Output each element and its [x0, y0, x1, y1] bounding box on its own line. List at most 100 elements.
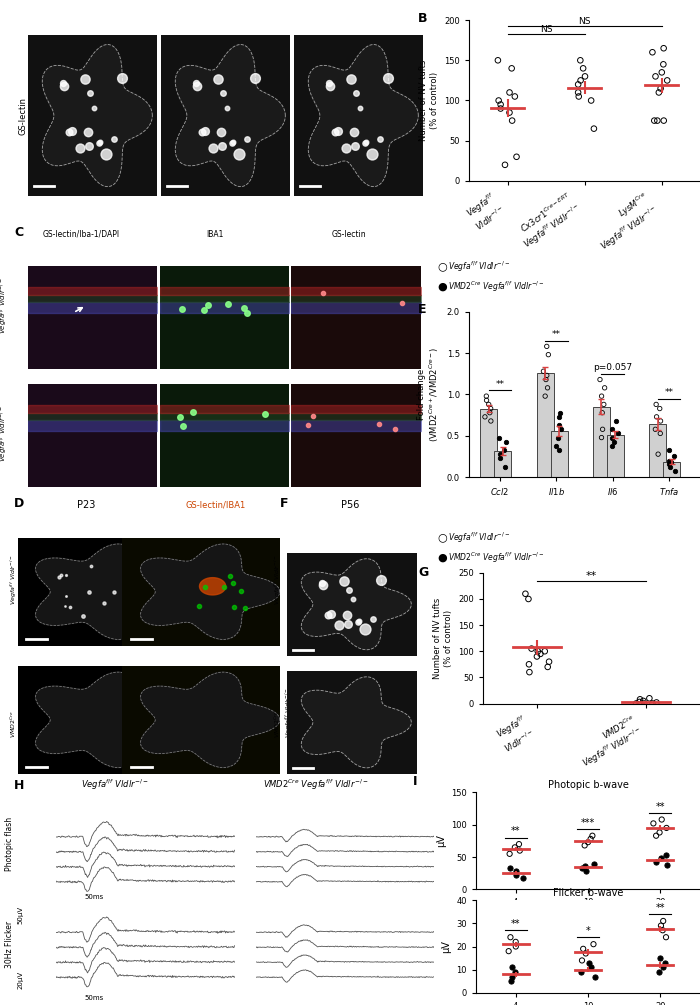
Point	[655, 918, 666, 934]
Point	[581, 863, 592, 879]
Point	[594, 372, 606, 388]
Polygon shape	[36, 672, 175, 768]
Point	[656, 811, 667, 827]
Point	[532, 643, 543, 659]
Point	[535, 646, 546, 662]
Point	[504, 84, 515, 100]
Point	[505, 930, 516, 946]
Point	[542, 347, 554, 363]
Bar	[480, 409, 497, 477]
Point	[669, 462, 680, 478]
Polygon shape	[301, 559, 412, 650]
Point	[483, 396, 494, 412]
Point	[540, 372, 552, 388]
Point	[575, 964, 587, 980]
Text: 50ms: 50ms	[84, 995, 104, 1001]
Point	[485, 413, 496, 429]
Point	[506, 60, 517, 76]
Point	[644, 690, 655, 707]
Text: H: H	[14, 779, 24, 792]
Point	[652, 446, 664, 462]
Y-axis label: Number of NV tufts
(% of control): Number of NV tufts (% of control)	[433, 598, 453, 678]
Text: **: **	[511, 919, 521, 929]
Point	[655, 850, 666, 866]
Text: G: G	[418, 566, 428, 579]
Point	[588, 855, 599, 871]
Text: **: **	[496, 380, 505, 389]
Point	[657, 960, 668, 976]
Title: Flicker b-wave: Flicker b-wave	[553, 887, 623, 897]
Text: 50ms: 50ms	[84, 894, 104, 900]
Point	[510, 939, 522, 955]
Point	[520, 586, 531, 602]
Text: IBA1: IBA1	[206, 229, 224, 238]
Point	[663, 452, 674, 468]
Point	[531, 648, 542, 664]
Point	[660, 930, 671, 946]
Text: $LysM^{Cre}$
$Vegfa^{f/f}$ $Vldlr^{-/-}$: $LysM^{Cre}$ $Vegfa^{f/f}$ $Vldlr^{-/-}$	[318, 0, 380, 3]
Point	[493, 92, 504, 109]
Polygon shape	[308, 44, 419, 187]
Point	[576, 953, 587, 969]
Text: $Vegfa^{f/f}$ $Vldlr^{-/-}$: $Vegfa^{f/f}$ $Vldlr^{-/-}$	[448, 259, 510, 273]
Text: ○: ○	[438, 533, 447, 543]
Text: **: **	[586, 571, 597, 581]
Point	[510, 934, 522, 950]
Text: $Vegfa^{f/f}$ $Vldlr^{-/-}$: $Vegfa^{f/f}$ $Vldlr^{-/-}$	[0, 276, 10, 334]
Point	[495, 96, 506, 113]
Text: 50μV: 50μV	[18, 906, 24, 924]
Point	[510, 863, 522, 879]
Text: Photopic flash: Photopic flash	[5, 817, 14, 871]
Bar	[607, 435, 624, 477]
Text: $VMD2^{Cre}$ $Vegfa^{f/f}$ $Vldlr^{-/-}$: $VMD2^{Cre}$ $Vegfa^{f/f}$ $Vldlr^{-/-}$	[263, 778, 369, 792]
Point	[524, 664, 535, 680]
Point	[481, 388, 492, 404]
Text: P23: P23	[77, 499, 96, 510]
Point	[575, 72, 586, 88]
Point	[666, 454, 677, 470]
Point	[597, 421, 608, 437]
Point	[541, 368, 552, 384]
Point	[585, 831, 596, 847]
Point	[539, 643, 550, 659]
Point	[634, 691, 645, 708]
Point	[506, 969, 517, 985]
Point	[504, 860, 515, 876]
Text: E: E	[418, 304, 427, 317]
Bar	[664, 461, 680, 477]
Point	[540, 388, 551, 404]
Point	[631, 695, 642, 712]
Point	[578, 941, 589, 957]
Polygon shape	[36, 544, 175, 639]
Bar	[537, 373, 554, 477]
Bar	[494, 451, 511, 477]
Point	[596, 388, 607, 404]
Point	[504, 105, 515, 121]
Point	[513, 836, 524, 852]
Point	[654, 425, 666, 441]
Point	[573, 76, 584, 92]
Point	[650, 828, 662, 844]
Text: ●: ●	[438, 281, 447, 291]
Point	[509, 964, 520, 980]
Point	[526, 640, 537, 656]
Point	[606, 421, 617, 437]
Polygon shape	[141, 672, 280, 768]
Point	[585, 960, 596, 976]
Point	[495, 100, 506, 117]
Point	[587, 828, 598, 844]
Point	[653, 84, 664, 100]
Bar	[551, 431, 568, 477]
Point	[612, 425, 624, 441]
Point	[505, 973, 516, 989]
Point	[654, 401, 666, 417]
Point	[651, 853, 662, 869]
Text: D: D	[14, 496, 24, 510]
Polygon shape	[42, 44, 153, 187]
Text: P56: P56	[341, 499, 359, 510]
Point	[543, 653, 554, 669]
Point	[580, 946, 592, 962]
Text: **: **	[664, 388, 673, 397]
Text: $Vegfa^{f/f}$ $Vldlr^{-/-}$: $Vegfa^{f/f}$ $Vldlr^{-/-}$	[50, 0, 112, 3]
Polygon shape	[175, 44, 286, 187]
